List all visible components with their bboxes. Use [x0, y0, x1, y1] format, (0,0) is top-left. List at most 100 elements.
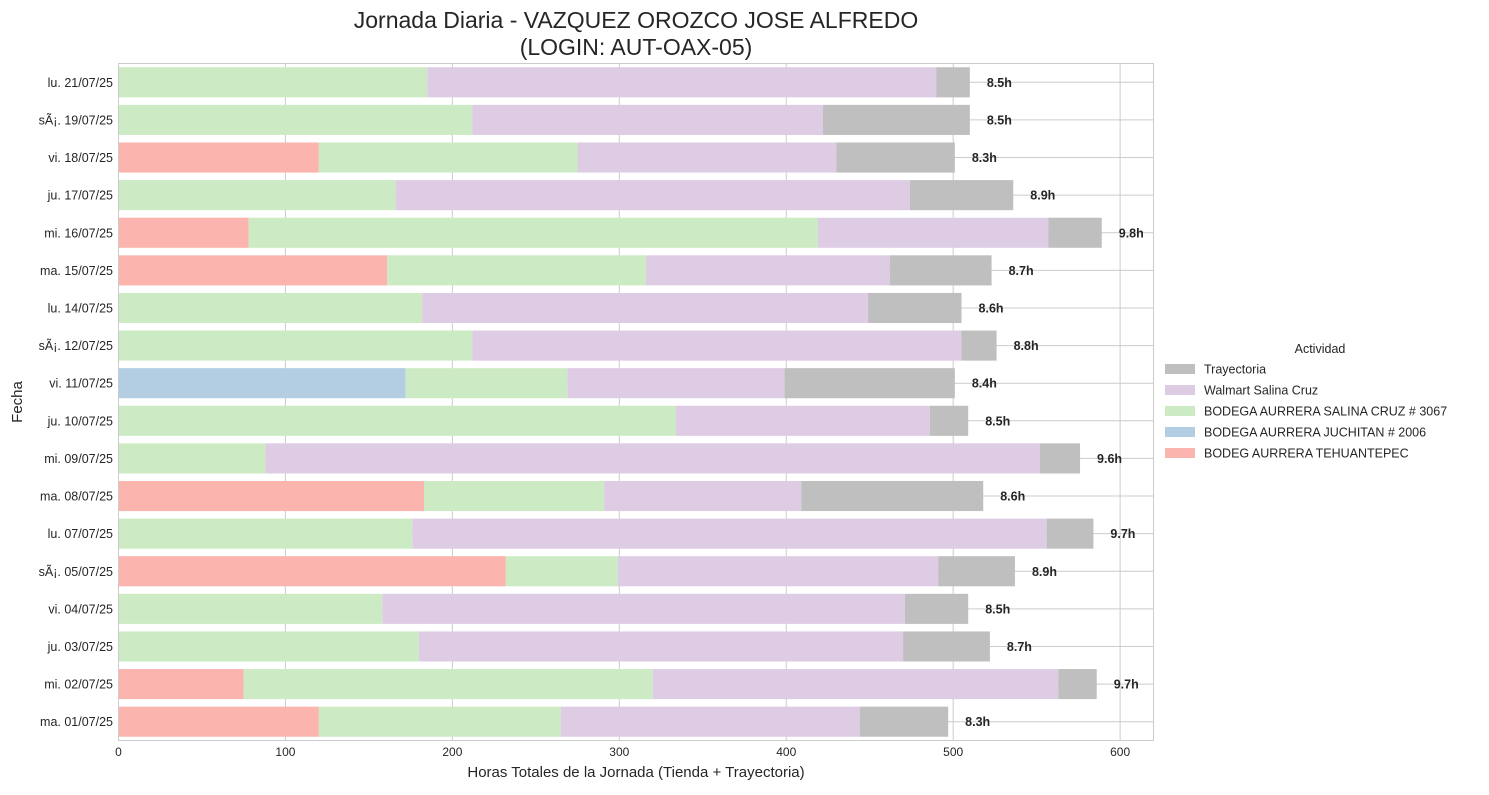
y-tick-label: lu. 14/07/25	[48, 301, 113, 315]
bar-segment	[822, 104, 970, 135]
bar-segment	[560, 706, 860, 737]
bar-segment	[427, 67, 937, 98]
bar-segment	[118, 443, 266, 474]
bar-total-label: 8.6h	[979, 301, 1004, 315]
bar-segment	[412, 518, 1047, 549]
chart-title: Jornada Diaria - VAZQUEZ OROZCO JOSE ALF…	[354, 7, 918, 33]
bar-total-label: 8.7h	[1009, 264, 1034, 278]
bar-segment	[318, 706, 561, 737]
bar-segment	[265, 443, 1040, 474]
bar-segment	[909, 180, 1014, 211]
bar-segment	[423, 480, 605, 512]
y-tick-label: ma. 08/07/25	[40, 490, 113, 504]
bar-segment	[118, 330, 473, 361]
y-axis-label: Fecha	[9, 381, 26, 423]
bar-segment	[817, 217, 1049, 248]
bar-total-label: 9.8h	[1119, 226, 1144, 240]
bar-segment	[904, 593, 969, 624]
bar-segment	[889, 255, 992, 286]
x-tick-label: 300	[609, 745, 629, 759]
y-tick-label: lu. 07/07/25	[48, 527, 113, 541]
bar-segment	[118, 217, 249, 248]
bar-total-label: 9.6h	[1097, 452, 1122, 466]
y-tick-label: ju. 10/07/25	[47, 414, 113, 428]
y-tick-label: sÃ¡. 05/07/25	[39, 565, 113, 579]
bar-total-label: 8.4h	[972, 377, 997, 391]
bar-segment	[118, 180, 396, 211]
y-tick-label: mi. 16/07/25	[44, 226, 113, 240]
bar-segment	[118, 518, 413, 549]
bar-segment	[118, 706, 319, 737]
bar-total-label: 8.3h	[965, 715, 990, 729]
bar-segment	[472, 330, 962, 361]
bar-segment	[604, 480, 802, 512]
x-tick-label: 100	[275, 745, 295, 759]
x-tick-label: 200	[442, 745, 462, 759]
x-tick-labels: 0 100 200 300 400 500 600	[115, 745, 1130, 759]
bar-total-label: 8.5h	[987, 113, 1012, 127]
bar-segment	[1048, 217, 1102, 248]
bar-total-label: 8.6h	[1000, 490, 1025, 504]
bar-segment	[118, 556, 506, 587]
bar-segment	[801, 480, 984, 512]
bar-segment	[118, 67, 428, 98]
bar-segment	[868, 292, 962, 324]
bar-segment	[118, 368, 406, 399]
data-labels-layer: 8.5h 8.5h 8.3h 8.9h 9.8h 8.7h 8.6h 8.8h 8.4h 8.5h…	[965, 76, 1144, 729]
legend-swatch	[1165, 427, 1195, 437]
bar-segment	[118, 405, 677, 436]
bar-total-label: 8.9h	[1032, 565, 1057, 579]
y-tick-label: vi. 04/07/25	[48, 602, 113, 616]
bar-total-label: 9.7h	[1110, 527, 1135, 541]
bar-total-label: 8.9h	[1030, 189, 1055, 203]
bar-segment	[577, 142, 837, 173]
y-tick-label: vi. 11/07/25	[49, 377, 113, 391]
bar-segment	[405, 368, 568, 399]
x-axis-label: Horas Totales de la Jornada (Tienda + Tr…	[467, 764, 804, 781]
y-tick-labels: lu. 21/07/25 sÃ¡. 19/07/25 vi. 18/07/25 ju.…	[39, 76, 113, 729]
bar-segment	[652, 669, 1059, 700]
y-tick-label: sÃ¡. 19/07/25	[39, 113, 113, 127]
bar-segment	[903, 631, 990, 662]
x-tick-label: 0	[115, 745, 122, 759]
bar-total-label: 8.3h	[972, 151, 997, 165]
bar-segment	[395, 180, 910, 211]
bar-segment	[859, 706, 949, 737]
bar-segment	[382, 593, 905, 624]
y-tick-label: mi. 09/07/25	[44, 452, 113, 466]
bar-segment	[784, 368, 955, 399]
bar-segment	[118, 593, 383, 624]
bar-segment	[318, 142, 578, 173]
y-tick-label: ju. 03/07/25	[47, 640, 113, 654]
bar-segment	[118, 292, 423, 324]
bar-segment	[617, 556, 939, 587]
y-tick-label: vi. 18/07/25	[48, 151, 113, 165]
y-tick-label: ju. 17/07/25	[47, 189, 113, 203]
y-tick-label: sÃ¡. 12/07/25	[39, 339, 113, 353]
legend-label: Trayectoria	[1204, 363, 1266, 377]
y-tick-label: ma. 01/07/25	[40, 715, 113, 729]
bar-segment	[961, 330, 997, 361]
bar-segment	[118, 104, 473, 135]
bar-segment	[243, 669, 653, 700]
bar-segment	[118, 142, 319, 173]
bar-total-label: 9.7h	[1114, 678, 1139, 692]
bar-segment	[567, 368, 785, 399]
legend-label: BODEGA AURRERA JUCHITAN # 2006	[1204, 426, 1426, 440]
legend-title: Actividad	[1295, 342, 1346, 356]
bars-layer	[118, 67, 1102, 737]
bar-total-label: 8.8h	[1014, 339, 1039, 353]
x-tick-label: 400	[776, 745, 796, 759]
bar-segment	[472, 104, 823, 135]
y-tick-label: ma. 15/07/25	[40, 264, 113, 278]
legend-label: Walmart Salina Cruz	[1204, 384, 1318, 398]
plot-frame	[118, 63, 1154, 741]
bar-segment	[387, 255, 647, 286]
legend-swatch	[1165, 448, 1195, 458]
legend-swatch	[1165, 364, 1195, 374]
legend-swatch	[1165, 406, 1195, 416]
bar-segment	[1058, 669, 1097, 700]
bar-segment	[248, 217, 818, 248]
